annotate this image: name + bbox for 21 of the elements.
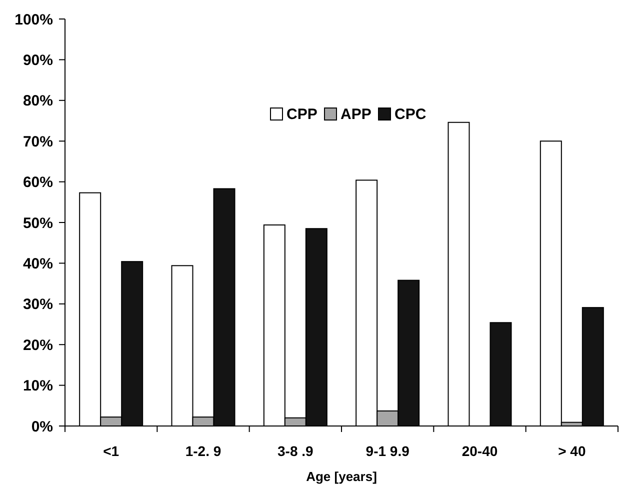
legend-label: APP (340, 106, 372, 123)
x-tick-label: <1 (103, 443, 120, 459)
x-tick-label: > 40 (558, 443, 586, 459)
legend-label: CPC (394, 106, 426, 123)
y-tick-label: 20% (22, 336, 53, 354)
y-tick-label: 0% (31, 418, 53, 436)
y-tick-label: 10% (22, 378, 53, 395)
x-axis-title: Age [years] (306, 469, 377, 484)
y-tick-label: 60% (22, 174, 53, 192)
x-tick-label: 9-1 9.9 (366, 443, 410, 459)
y-tick-label: 80% (22, 92, 53, 110)
y-tick-label: 30% (22, 296, 53, 314)
x-tick-label: 1-2. 9 (185, 443, 222, 459)
x-tick-label: 3-8 .9 (278, 443, 314, 459)
y-tick-label: 90% (22, 52, 53, 69)
x-tick-label: 20-40 (462, 443, 498, 459)
legend-label: CPP (286, 106, 318, 123)
y-tick-label: 70% (22, 133, 53, 150)
y-tick-label: 100% (14, 11, 53, 28)
y-tick-label: 50% (22, 214, 53, 232)
y-tick-label: 40% (22, 255, 53, 272)
